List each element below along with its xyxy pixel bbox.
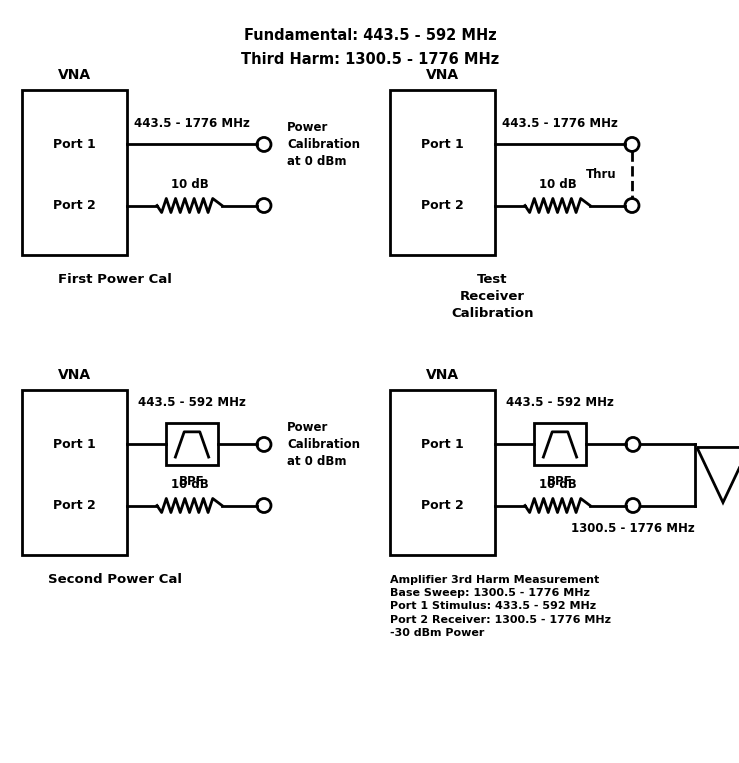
Text: Port 1: Port 1 [421,138,464,151]
Text: Port 2: Port 2 [421,499,464,512]
Text: Port 2: Port 2 [53,199,96,212]
Text: Port 2: Port 2 [53,499,96,512]
Text: Port 1: Port 1 [53,438,96,451]
Text: VNA: VNA [426,68,459,82]
Text: Fundamental: 443.5 - 592 MHz: Fundamental: 443.5 - 592 MHz [244,28,497,43]
Text: 10 dB: 10 dB [171,179,208,192]
Text: Power
Calibration
at 0 dBm: Power Calibration at 0 dBm [287,421,360,468]
Text: VNA: VNA [426,368,459,382]
Bar [390,90,495,255]
Text: 10 dB: 10 dB [539,179,576,192]
Text: 10 dB: 10 dB [539,478,576,491]
Bar [534,423,586,465]
Bar [22,90,127,255]
Text: 443.5 - 1776 MHz: 443.5 - 1776 MHz [502,118,618,130]
Text: 443.5 - 592 MHz: 443.5 - 592 MHz [506,397,614,410]
Text: Thru: Thru [586,169,617,182]
Text: 443.5 - 1776 MHz: 443.5 - 1776 MHz [134,118,250,130]
Bar [166,423,218,465]
Text: Power
Calibration
at 0 dBm: Power Calibration at 0 dBm [287,121,360,168]
Text: First Power Cal: First Power Cal [58,273,171,286]
Text: Port 2: Port 2 [421,199,464,212]
Text: VNA: VNA [58,68,91,82]
Text: 10 dB: 10 dB [171,478,208,491]
Text: 1300.5 - 1776 MHz: 1300.5 - 1776 MHz [571,521,695,535]
Text: Port 1: Port 1 [53,138,96,151]
Bar [22,390,127,555]
Text: Test
Receiver
Calibration: Test Receiver Calibration [452,273,534,320]
Text: 443.5 - 592 MHz: 443.5 - 592 MHz [138,397,246,410]
Text: BPF: BPF [547,475,573,488]
Text: VNA: VNA [58,368,91,382]
Text: Third Harm: 1300.5 - 1776 MHz: Third Harm: 1300.5 - 1776 MHz [241,52,499,67]
Text: BPF: BPF [179,475,205,488]
Text: Second Power Cal: Second Power Cal [47,573,182,586]
Text: Amplifier 3rd Harm Measurement
Base Sweep: 1300.5 - 1776 MHz
Port 1 Stimulus: 43: Amplifier 3rd Harm Measurement Base Swee… [390,575,611,638]
Bar [390,390,495,555]
Text: Port 1: Port 1 [421,438,464,451]
